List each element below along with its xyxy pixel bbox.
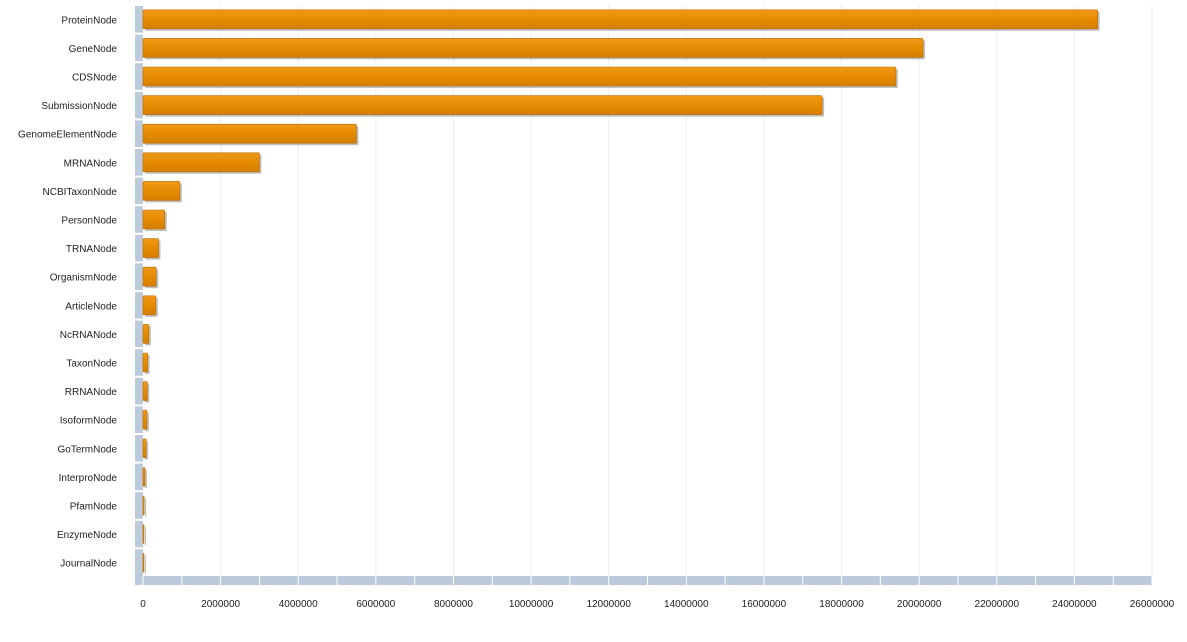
bar-shadow [145,526,146,546]
y-axis-segment [135,6,143,33]
y-axis-segment [135,91,143,119]
y-axis-segment [135,206,143,233]
y-axis-segment [135,406,143,433]
bar-enzymenode[interactable] [142,524,145,544]
y-axis-segment [135,320,143,348]
x-tick-label: 26000000 [1130,599,1175,610]
x-tick-label: 12000000 [586,599,631,610]
bar-cdsnode[interactable] [142,66,897,87]
bar-taxonnode[interactable] [142,352,148,373]
x-tick-label: 0 [140,599,146,610]
category-label: ArticleNode [65,301,117,312]
y-axis-segment [135,34,143,62]
bar-shadow [145,555,146,575]
x-tick-label: 22000000 [975,599,1020,610]
bar-gotermnode[interactable] [142,438,147,459]
bar-organismnode[interactable] [142,266,157,287]
bar-mrnanode[interactable] [142,152,260,173]
y-axis-segment [135,492,143,519]
x-tick-label: 10000000 [509,599,554,610]
bar-articlenode[interactable] [142,295,157,316]
y-axis-segment [135,263,143,290]
x-tick-label: 24000000 [1052,599,1097,610]
y-axis-segment [135,149,143,176]
y-axis-segment [135,520,143,548]
category-label: EnzymeNode [57,530,117,541]
category-label: CDSNode [72,73,117,84]
y-axis-segment [135,349,143,376]
bar-shadow [145,469,147,489]
y-axis-segment [135,377,143,405]
x-tick-label: 2000000 [201,599,240,610]
bar-isoformnode[interactable] [142,409,148,430]
y-axis-segment [135,463,143,491]
category-label: RRNANode [65,387,118,398]
x-tick-label: 14000000 [664,599,709,610]
category-label: ProteinNode [61,15,117,26]
y-axis-segment [135,63,143,90]
category-label: PersonNode [61,216,117,227]
bars [142,9,1100,575]
x-tick-label: 6000000 [356,599,395,610]
x-tick-labels: 0 2000000 4000000 6000000 8000000 10000000 120… [140,599,1174,610]
y-axis-segment [135,435,143,462]
y-axis-segment [135,234,143,262]
bar-proteinnode[interactable] [142,9,1098,30]
category-label: TRNANode [66,244,118,255]
category-label: SubmissionNode [41,101,117,112]
x-tick-label: 16000000 [742,599,787,610]
category-label: InterproNode [59,473,118,484]
y-axis-segment [135,549,143,576]
bar-rrnanode[interactable] [142,381,148,401]
bar-pfamnode[interactable] [142,495,145,516]
bar-genomeelementnode[interactable] [142,123,357,144]
bar-shadow [145,498,147,517]
category-label: GenomeElementNode [18,130,117,141]
category-label: TaxonNode [66,359,117,370]
axes [135,6,1153,585]
x-tick-label: 8000000 [434,599,473,610]
category-label: NCBITaxonNode [43,187,118,198]
category-label: MRNANode [64,158,118,169]
category-label: NcRNANode [60,330,118,341]
category-label: OrganismNode [50,273,118,284]
category-label: JournalNode [60,559,117,570]
category-label: IsoformNode [60,416,118,427]
bar-submissionnode[interactable] [142,95,823,115]
x-tick-label: 18000000 [819,599,864,610]
category-label: GeneNode [69,44,118,55]
x-tick-label: 4000000 [279,599,318,610]
y-axis-segment [135,177,143,205]
y-axis-segment [135,120,143,147]
x-axis [135,576,1152,585]
bar-ncbitaxonnode[interactable] [142,181,181,201]
bar-trnanode[interactable] [142,238,159,258]
x-tick-label: 20000000 [897,599,942,610]
bar-interpronode[interactable] [142,467,146,487]
category-label: GoTermNode [58,444,118,455]
category-label: PfamNode [70,502,118,513]
bar-journalnode[interactable] [142,552,145,573]
bar-ncrnanode[interactable] [142,324,150,344]
bar-genenode[interactable] [142,38,924,58]
gridlines [220,5,1153,576]
y-axis-segment [135,292,143,319]
category-labels: ProteinNode GeneNode CDSNode SubmissionNode… [18,15,117,569]
bar-personnode[interactable] [142,209,166,230]
